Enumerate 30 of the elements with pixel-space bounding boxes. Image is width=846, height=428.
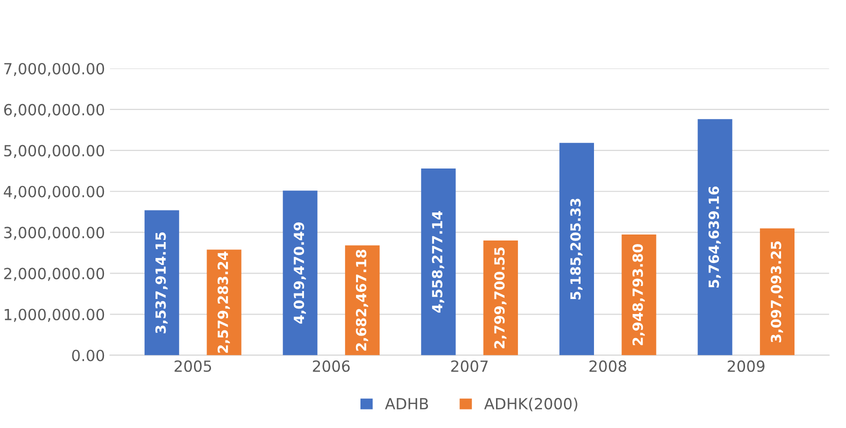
- y-tick-label: 3,000,000.00: [4, 226, 104, 240]
- bar: [421, 168, 456, 356]
- bar: [559, 142, 594, 356]
- y-tick-label: 1,000,000.00: [4, 308, 104, 322]
- legend-label: ADHK(2000): [484, 398, 578, 412]
- data-label: 3,097,093.25: [770, 241, 784, 342]
- data-label: 4,558,277.14: [432, 211, 444, 313]
- bar: [282, 190, 318, 356]
- data-label: 4,019,470.49: [294, 222, 306, 324]
- x-tick-label: 2009: [728, 360, 764, 372]
- y-tick-label: 5,000,000.00: [4, 144, 104, 158]
- x-tick-label: 2005: [174, 360, 212, 372]
- data-label: 2,799,700.55: [494, 247, 506, 348]
- y-tick-label: 0.00: [72, 350, 104, 362]
- data-label: 5,764,639.16: [708, 186, 721, 288]
- data-label: 2,682,467.18: [356, 250, 368, 351]
- y-tick-label: 6,000,000.00: [4, 104, 104, 118]
- bar: [698, 119, 732, 356]
- data-label: 2,948,793.80: [632, 244, 645, 346]
- x-tick-label: 2008: [589, 360, 626, 372]
- data-label: 2,579,283.24: [218, 252, 230, 353]
- y-tick-label: 2,000,000.00: [4, 268, 104, 281]
- y-tick-label: 4,000,000.00: [4, 186, 104, 199]
- legend-label: ADHB: [385, 398, 428, 410]
- data-label: 5,185,205.33: [570, 198, 583, 300]
- y-tick-label: 7,000,000.00: [4, 62, 104, 76]
- data-label: 3,537,914.15: [155, 232, 168, 334]
- x-tick-label: 2006: [312, 360, 350, 372]
- bar: [144, 210, 180, 356]
- x-tick-label: 2007: [451, 360, 488, 372]
